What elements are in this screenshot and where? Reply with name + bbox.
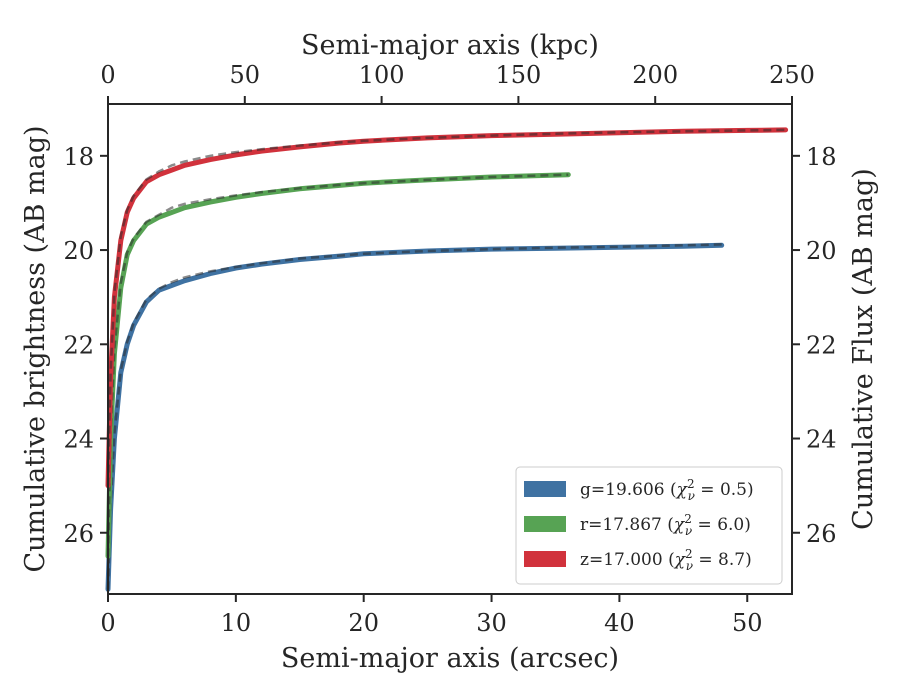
x-tick-label-0: 0 <box>100 609 115 637</box>
x-tick-label-3: 30 <box>476 609 507 637</box>
right-tick-label-2: 22 <box>806 331 837 359</box>
top-tick-label-5: 250 <box>769 61 815 89</box>
y-tick-label-4: 26 <box>63 520 94 548</box>
legend-label-1: r=17.867 (χ2 ν = 6.0) <box>580 512 751 538</box>
axis-layer: 0 10 20 30 40 50 0 50 100 150 200 250 18 20 22 24 26 18 20… <box>63 61 836 637</box>
series-0-model-line <box>106 243 722 590</box>
x-axis-title: Semi-major axis (arcsec) <box>281 643 619 674</box>
x-tick-label-4: 40 <box>604 609 635 637</box>
series-layer <box>105 127 789 592</box>
top-tick-label-0: 0 <box>100 61 115 89</box>
right-tick-label-4: 26 <box>806 520 837 548</box>
right-tick-label-3: 24 <box>806 426 837 454</box>
legend-swatch-0 <box>524 481 566 497</box>
y-axis-title: Cumulative brightness (AB mag) <box>20 125 51 572</box>
legend-label-2: z=17.000 (χ2 ν = 8.7) <box>580 547 752 573</box>
top-tick-label-1: 50 <box>230 61 261 89</box>
x-tick-label-2: 20 <box>348 609 379 637</box>
series-2-model-line <box>106 128 786 486</box>
y-tick-label-0: 18 <box>63 143 94 171</box>
top-tick-label-4: 200 <box>632 61 678 89</box>
top-tick-label-2: 100 <box>359 61 405 89</box>
plot-frame <box>107 103 793 595</box>
top-tick-label-3: 150 <box>495 61 541 89</box>
legend-frame <box>515 466 783 585</box>
top-axis-title: Semi-major axis (kpc) <box>301 30 599 61</box>
right-axis-title: Cumulative Flux (AB mag) <box>848 168 879 530</box>
right-tick-label-1: 20 <box>806 237 837 265</box>
y-tick-label-2: 22 <box>63 331 94 359</box>
legend-swatch-1 <box>524 516 566 532</box>
legend-label-0: g=19.606 (χ2 ν = 0.5) <box>580 477 754 503</box>
x-tick-label-1: 10 <box>221 609 252 637</box>
right-tick-label-0: 18 <box>806 143 837 171</box>
y-tick-label-1: 20 <box>63 237 94 265</box>
y-tick-label-3: 24 <box>63 426 94 454</box>
series-1-model-line <box>106 173 569 557</box>
legend-swatch-2 <box>524 551 566 567</box>
legend: g=19.606 (χ2 ν = 0.5) r=17.867 (χ2 ν = 6.0)… <box>515 466 783 585</box>
x-tick-label-5: 50 <box>732 609 763 637</box>
